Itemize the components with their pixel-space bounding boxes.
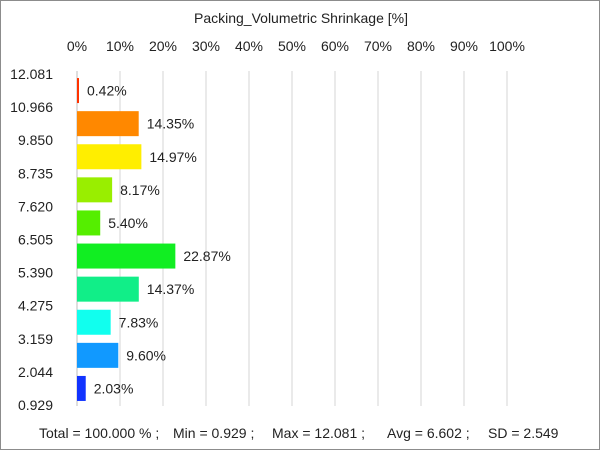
bar [77, 177, 113, 203]
bar-value-label: 9.60% [126, 347, 166, 363]
y-tick-label: 7.620 [18, 198, 53, 214]
bar-value-label: 14.97% [149, 149, 196, 165]
x-axis-ticks: 0% 10% 20% 30% 40% 50% 60% 70% 80% 90% 100% [67, 38, 525, 54]
x-tick-label: 70% [364, 38, 392, 54]
x-tick-label: 20% [149, 38, 177, 54]
bars [77, 78, 176, 401]
x-tick-label: 0% [67, 38, 87, 54]
x-tick-label: 40% [235, 38, 263, 54]
bar-value-label: 14.37% [147, 281, 194, 297]
chart-title: Packing_Volumetric Shrinkage [%] [194, 10, 408, 26]
stat-sd: SD = 2.549 [488, 425, 559, 441]
stat-max: Max = 12.081 ; [272, 425, 365, 441]
stat-avg: Avg = 6.602 ; [387, 425, 470, 441]
bar-value-label: 2.03% [94, 380, 134, 396]
x-tick-label: 80% [407, 38, 435, 54]
y-tick-label: 10.966 [10, 99, 53, 115]
bar-value-label: 7.83% [119, 314, 159, 330]
y-tick-label: 9.850 [18, 132, 53, 148]
bar [77, 276, 139, 302]
y-tick-label: 8.735 [18, 165, 53, 181]
x-tick-label: 100% [489, 38, 525, 54]
y-tick-label: 2.044 [18, 364, 53, 380]
bar [77, 342, 119, 368]
bar-value-label: 0.42% [87, 83, 127, 99]
stat-total: Total = 100.000 % ; [39, 425, 159, 441]
bar [77, 243, 176, 269]
stat-min: Min = 0.929 ; [173, 425, 254, 441]
bar [77, 210, 101, 236]
bar-value-label: 8.17% [120, 182, 160, 198]
x-tick-label: 60% [321, 38, 349, 54]
bar-value-label: 14.35% [147, 116, 194, 132]
bar-value-label: 5.40% [108, 215, 148, 231]
bar [77, 375, 86, 401]
y-tick-label: 3.159 [18, 331, 53, 347]
y-tick-label: 4.275 [18, 298, 53, 314]
x-tick-label: 10% [106, 38, 134, 54]
x-tick-label: 90% [450, 38, 478, 54]
x-tick-label: 50% [278, 38, 306, 54]
y-tick-label: 0.929 [18, 397, 53, 413]
bar [77, 309, 111, 335]
bar-value-label: 22.87% [183, 248, 230, 264]
bar [77, 111, 139, 137]
x-tick-label: 30% [192, 38, 220, 54]
bar [77, 144, 142, 170]
bar [77, 78, 79, 104]
y-axis-ticks: 12.081 10.966 9.850 8.735 7.620 6.505 5.390 4.2… [10, 66, 53, 413]
y-tick-label: 12.081 [10, 66, 53, 82]
value-labels: 0.42% 14.35% 14.97% 8.17% 5.40% 22.87% 14.37% 7… [87, 83, 231, 397]
y-tick-label: 6.505 [18, 232, 53, 248]
y-tick-label: 5.390 [18, 265, 53, 281]
